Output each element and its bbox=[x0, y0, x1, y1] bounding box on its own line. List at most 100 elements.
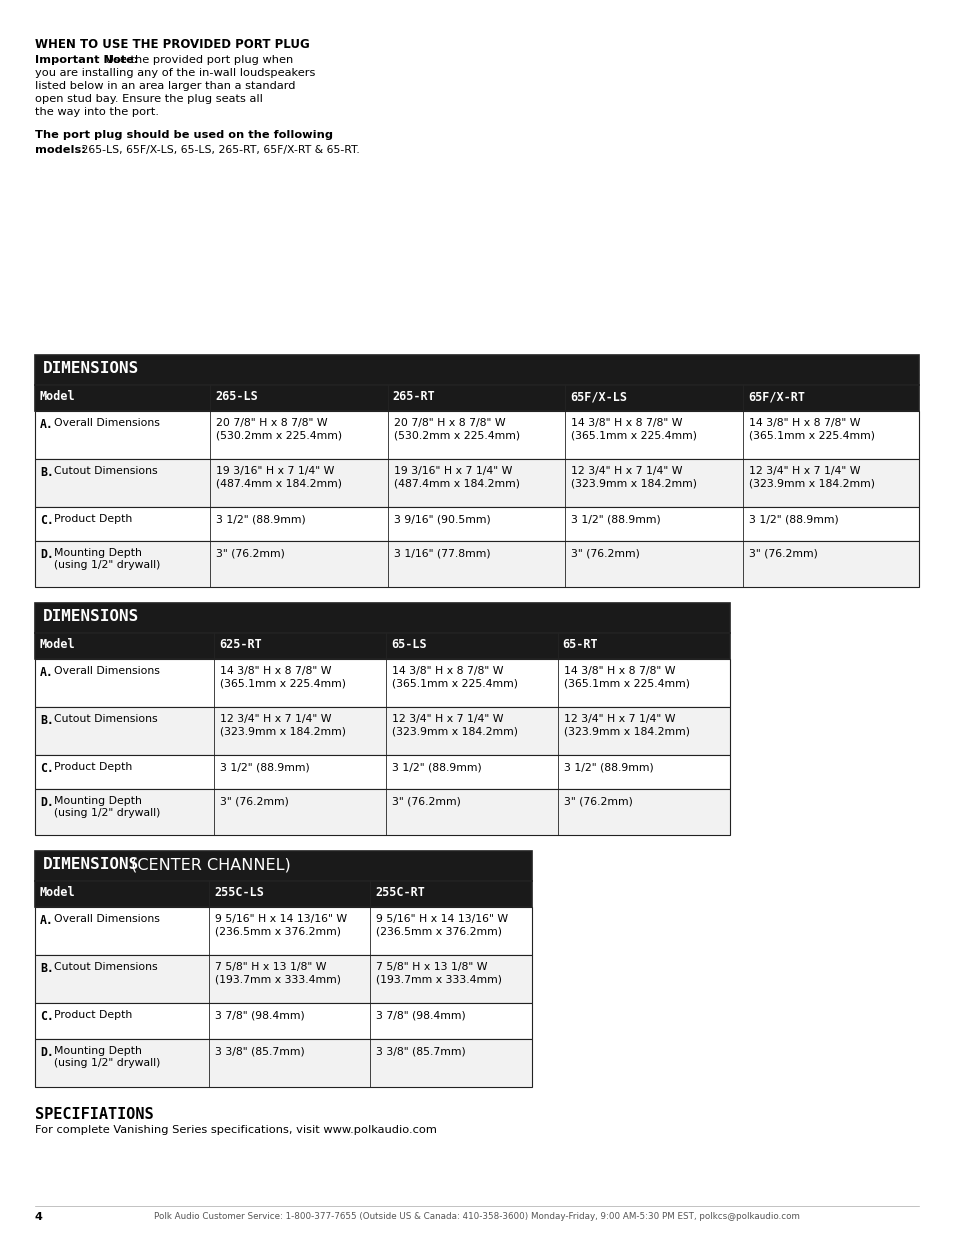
Text: A.: A. bbox=[40, 914, 53, 927]
Text: (using 1/2" drywall): (using 1/2" drywall) bbox=[54, 559, 160, 571]
Text: listed below in an area larger than a standard: listed below in an area larger than a st… bbox=[35, 82, 295, 91]
Text: A.: A. bbox=[40, 417, 53, 431]
Text: Cutout Dimensions: Cutout Dimensions bbox=[54, 714, 157, 724]
Text: Product Depth: Product Depth bbox=[54, 514, 132, 524]
Bar bbox=[35, 851, 532, 881]
Text: Mounting Depth: Mounting Depth bbox=[54, 1046, 142, 1056]
Text: models:: models: bbox=[35, 144, 86, 156]
Text: 265-RT: 265-RT bbox=[393, 390, 435, 403]
Text: Important Note:: Important Note: bbox=[35, 56, 138, 65]
Text: you are installing any of the in-wall loudspeakers: you are installing any of the in-wall lo… bbox=[35, 68, 315, 78]
Text: 3 7/8" (98.4mm): 3 7/8" (98.4mm) bbox=[214, 1010, 304, 1020]
Text: 3 1/2" (88.9mm): 3 1/2" (88.9mm) bbox=[563, 762, 653, 772]
Text: (236.5mm x 376.2mm): (236.5mm x 376.2mm) bbox=[376, 926, 502, 936]
Text: the way into the port.: the way into the port. bbox=[35, 107, 159, 117]
Bar bbox=[35, 955, 532, 1003]
Text: (193.7mm x 333.4mm): (193.7mm x 333.4mm) bbox=[376, 974, 502, 984]
Text: (236.5mm x 376.2mm): (236.5mm x 376.2mm) bbox=[214, 926, 340, 936]
Text: 3 1/2" (88.9mm): 3 1/2" (88.9mm) bbox=[215, 514, 306, 524]
Text: 19 3/16" H x 7 1/4" W: 19 3/16" H x 7 1/4" W bbox=[394, 466, 512, 475]
Text: Cutout Dimensions: Cutout Dimensions bbox=[54, 962, 157, 972]
Text: 12 3/4" H x 7 1/4" W: 12 3/4" H x 7 1/4" W bbox=[563, 714, 675, 724]
Text: C.: C. bbox=[40, 762, 53, 776]
Bar bbox=[35, 603, 729, 634]
Text: (530.2mm x 225.4mm): (530.2mm x 225.4mm) bbox=[394, 430, 519, 440]
Text: 3" (76.2mm): 3" (76.2mm) bbox=[571, 548, 639, 558]
Text: D.: D. bbox=[40, 548, 53, 561]
Text: (323.9mm x 184.2mm): (323.9mm x 184.2mm) bbox=[392, 726, 517, 736]
Bar bbox=[35, 755, 729, 789]
Text: 3" (76.2mm): 3" (76.2mm) bbox=[563, 797, 632, 806]
Text: 3 9/16" (90.5mm): 3 9/16" (90.5mm) bbox=[394, 514, 490, 524]
Bar bbox=[35, 881, 532, 906]
Bar bbox=[35, 659, 729, 706]
Text: 12 3/4" H x 7 1/4" W: 12 3/4" H x 7 1/4" W bbox=[220, 714, 332, 724]
Text: 255C-LS: 255C-LS bbox=[213, 885, 264, 899]
Text: 3 1/2" (88.9mm): 3 1/2" (88.9mm) bbox=[392, 762, 481, 772]
Text: D.: D. bbox=[40, 1046, 53, 1058]
Text: (487.4mm x 184.2mm): (487.4mm x 184.2mm) bbox=[394, 478, 519, 488]
Text: 4: 4 bbox=[35, 1212, 43, 1221]
Text: 7 5/8" H x 13 1/8" W: 7 5/8" H x 13 1/8" W bbox=[214, 962, 326, 972]
Text: For complete Vanishing Series specifications, visit www.polkaudio.com: For complete Vanishing Series specificat… bbox=[35, 1125, 436, 1135]
Text: 625-RT: 625-RT bbox=[219, 638, 262, 651]
Text: B.: B. bbox=[40, 466, 53, 479]
Text: 3 1/2" (88.9mm): 3 1/2" (88.9mm) bbox=[220, 762, 310, 772]
Text: 65-RT: 65-RT bbox=[562, 638, 598, 651]
Text: Cutout Dimensions: Cutout Dimensions bbox=[54, 466, 157, 475]
Text: 14 3/8" H x 8 7/8" W: 14 3/8" H x 8 7/8" W bbox=[563, 666, 675, 676]
Text: (323.9mm x 184.2mm): (323.9mm x 184.2mm) bbox=[571, 478, 697, 488]
Text: 14 3/8" H x 8 7/8" W: 14 3/8" H x 8 7/8" W bbox=[392, 666, 503, 676]
Text: Product Depth: Product Depth bbox=[54, 762, 132, 772]
Text: 9 5/16" H x 14 13/16" W: 9 5/16" H x 14 13/16" W bbox=[214, 914, 347, 924]
Bar bbox=[35, 634, 729, 659]
Text: (323.9mm x 184.2mm): (323.9mm x 184.2mm) bbox=[563, 726, 689, 736]
Text: 3" (76.2mm): 3" (76.2mm) bbox=[748, 548, 817, 558]
Text: WHEN TO USE THE PROVIDED PORT PLUG: WHEN TO USE THE PROVIDED PORT PLUG bbox=[35, 38, 310, 51]
Text: 14 3/8" H x 8 7/8" W: 14 3/8" H x 8 7/8" W bbox=[748, 417, 860, 429]
Text: 3" (76.2mm): 3" (76.2mm) bbox=[392, 797, 460, 806]
Text: Model: Model bbox=[40, 390, 75, 403]
Text: B.: B. bbox=[40, 962, 53, 974]
Text: Model: Model bbox=[40, 638, 75, 651]
Text: 3" (76.2mm): 3" (76.2mm) bbox=[215, 548, 285, 558]
Text: (487.4mm x 184.2mm): (487.4mm x 184.2mm) bbox=[215, 478, 342, 488]
Text: A.: A. bbox=[40, 666, 53, 679]
Text: 9 5/16" H x 14 13/16" W: 9 5/16" H x 14 13/16" W bbox=[376, 914, 508, 924]
Text: DIMENSIONS: DIMENSIONS bbox=[43, 609, 139, 624]
Text: (365.1mm x 225.4mm): (365.1mm x 225.4mm) bbox=[563, 678, 689, 688]
Bar bbox=[35, 706, 729, 755]
Bar bbox=[35, 906, 532, 955]
Text: Mounting Depth: Mounting Depth bbox=[54, 797, 142, 806]
Text: C.: C. bbox=[40, 514, 53, 527]
Text: 7 5/8" H x 13 1/8" W: 7 5/8" H x 13 1/8" W bbox=[376, 962, 488, 972]
Text: 265-LS, 65F/X-LS, 65-LS, 265-RT, 65F/X-RT & 65-RT.: 265-LS, 65F/X-LS, 65-LS, 265-RT, 65F/X-R… bbox=[78, 144, 359, 156]
Text: D.: D. bbox=[40, 797, 53, 809]
Text: DIMENSIONS: DIMENSIONS bbox=[43, 857, 139, 872]
Bar bbox=[35, 1039, 532, 1087]
Text: 3 3/8" (85.7mm): 3 3/8" (85.7mm) bbox=[214, 1046, 304, 1056]
Bar bbox=[35, 789, 729, 835]
Text: 3 3/8" (85.7mm): 3 3/8" (85.7mm) bbox=[376, 1046, 466, 1056]
Text: (365.1mm x 225.4mm): (365.1mm x 225.4mm) bbox=[748, 430, 874, 440]
Text: Use the provided port plug when: Use the provided port plug when bbox=[102, 56, 293, 65]
Text: 14 3/8" H x 8 7/8" W: 14 3/8" H x 8 7/8" W bbox=[571, 417, 682, 429]
Bar bbox=[35, 508, 918, 541]
Text: (530.2mm x 225.4mm): (530.2mm x 225.4mm) bbox=[215, 430, 342, 440]
Text: (365.1mm x 225.4mm): (365.1mm x 225.4mm) bbox=[392, 678, 517, 688]
Text: (193.7mm x 333.4mm): (193.7mm x 333.4mm) bbox=[214, 974, 340, 984]
Text: 3 1/2" (88.9mm): 3 1/2" (88.9mm) bbox=[571, 514, 660, 524]
Text: Polk Audio Customer Service: 1-800-377-7655 (Outside US & Canada: 410-358-3600) : Polk Audio Customer Service: 1-800-377-7… bbox=[153, 1212, 800, 1221]
Text: Overall Dimensions: Overall Dimensions bbox=[54, 666, 160, 676]
Text: 3" (76.2mm): 3" (76.2mm) bbox=[220, 797, 289, 806]
Text: 3 1/2" (88.9mm): 3 1/2" (88.9mm) bbox=[748, 514, 838, 524]
Text: The port plug should be used on the following: The port plug should be used on the foll… bbox=[35, 130, 333, 140]
Text: (using 1/2" drywall): (using 1/2" drywall) bbox=[54, 1058, 160, 1068]
Text: (365.1mm x 225.4mm): (365.1mm x 225.4mm) bbox=[571, 430, 697, 440]
Text: 65F/X-RT: 65F/X-RT bbox=[747, 390, 804, 403]
Text: 255C-RT: 255C-RT bbox=[375, 885, 425, 899]
Text: (using 1/2" drywall): (using 1/2" drywall) bbox=[54, 808, 160, 818]
Bar bbox=[35, 411, 918, 459]
Text: 20 7/8" H x 8 7/8" W: 20 7/8" H x 8 7/8" W bbox=[394, 417, 505, 429]
Text: C.: C. bbox=[40, 1010, 53, 1023]
